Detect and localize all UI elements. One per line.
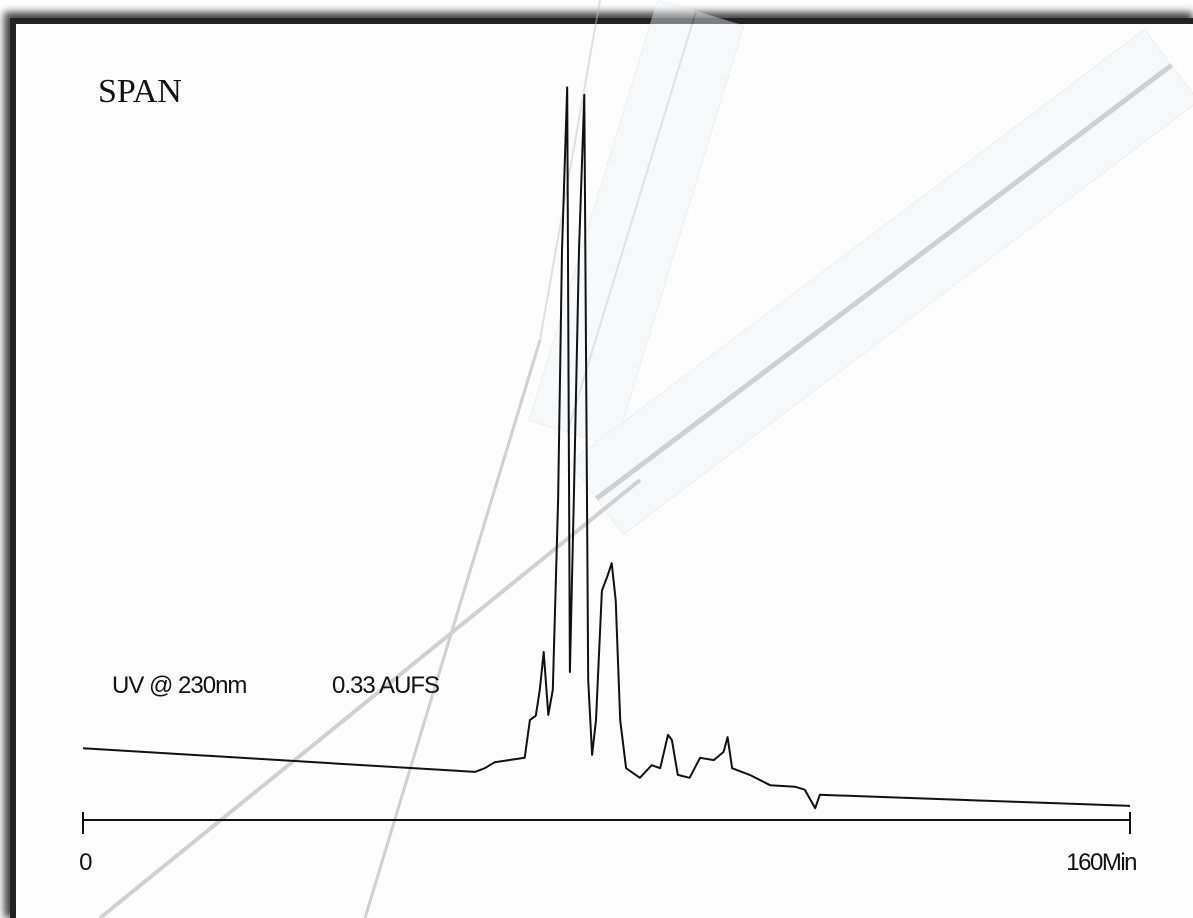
syringe-decoration [98,0,1193,918]
trace [82,86,1131,810]
annotation: 0.33 AUFS [332,672,439,699]
chart-title: SPAN [98,73,182,110]
x-tick-label: 160Min [1066,849,1136,876]
frame-inner [16,24,1193,918]
annotation: UV @ 230nm [112,672,246,699]
x-tick-label: 0 [79,849,92,876]
